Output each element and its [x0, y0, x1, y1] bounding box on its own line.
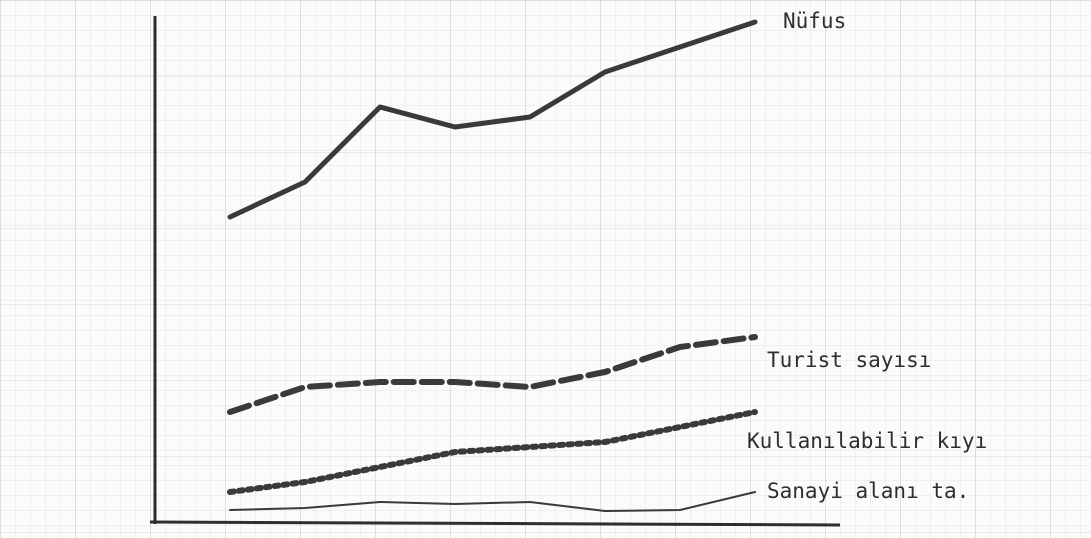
series-line [227, 19, 758, 220]
x-axis [149, 520, 841, 527]
series-label: Sanayi alanı ta. [767, 479, 969, 503]
series-label: Turist sayısı [767, 348, 931, 372]
series-label: Nüfus [783, 9, 846, 33]
series-line [229, 491, 756, 512]
series-label: Kullanılabilir kıyı [747, 429, 987, 453]
series-line [227, 409, 758, 495]
series-line [227, 334, 758, 415]
